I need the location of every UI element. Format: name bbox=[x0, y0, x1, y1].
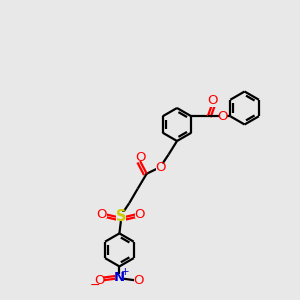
Text: O: O bbox=[207, 94, 217, 106]
Text: O: O bbox=[97, 208, 107, 221]
Text: O: O bbox=[135, 208, 145, 221]
Text: O: O bbox=[94, 274, 105, 287]
FancyBboxPatch shape bbox=[99, 211, 107, 218]
Text: N: N bbox=[114, 271, 125, 284]
FancyBboxPatch shape bbox=[134, 277, 143, 284]
Text: O: O bbox=[155, 160, 166, 174]
FancyBboxPatch shape bbox=[115, 274, 124, 282]
FancyBboxPatch shape bbox=[136, 154, 144, 161]
Text: S: S bbox=[116, 209, 126, 224]
FancyBboxPatch shape bbox=[95, 277, 104, 284]
Text: +: + bbox=[121, 267, 130, 278]
FancyBboxPatch shape bbox=[156, 164, 164, 171]
FancyBboxPatch shape bbox=[219, 112, 227, 120]
FancyBboxPatch shape bbox=[116, 212, 126, 221]
Text: O: O bbox=[135, 151, 145, 164]
Text: O: O bbox=[218, 110, 228, 123]
Text: −: − bbox=[89, 279, 100, 292]
FancyBboxPatch shape bbox=[208, 100, 217, 107]
FancyBboxPatch shape bbox=[135, 211, 143, 218]
Text: O: O bbox=[133, 274, 144, 287]
